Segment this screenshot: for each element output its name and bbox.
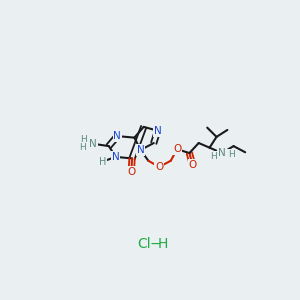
Text: H: H [79, 143, 86, 152]
Text: O: O [155, 162, 163, 172]
Text: N: N [137, 145, 145, 155]
Text: H: H [210, 152, 217, 160]
Text: −: − [149, 237, 161, 251]
Text: H: H [80, 136, 87, 145]
Text: N: N [218, 148, 226, 158]
Text: H: H [228, 150, 235, 159]
Text: N: N [112, 152, 120, 162]
Text: H: H [158, 237, 168, 251]
Text: H: H [99, 157, 106, 166]
Text: N: N [89, 139, 97, 149]
Text: O: O [127, 167, 135, 177]
Text: N: N [113, 131, 121, 141]
Text: Cl: Cl [138, 237, 151, 251]
Text: O: O [188, 160, 196, 170]
Text: N: N [154, 126, 161, 136]
Text: O: O [173, 144, 181, 154]
